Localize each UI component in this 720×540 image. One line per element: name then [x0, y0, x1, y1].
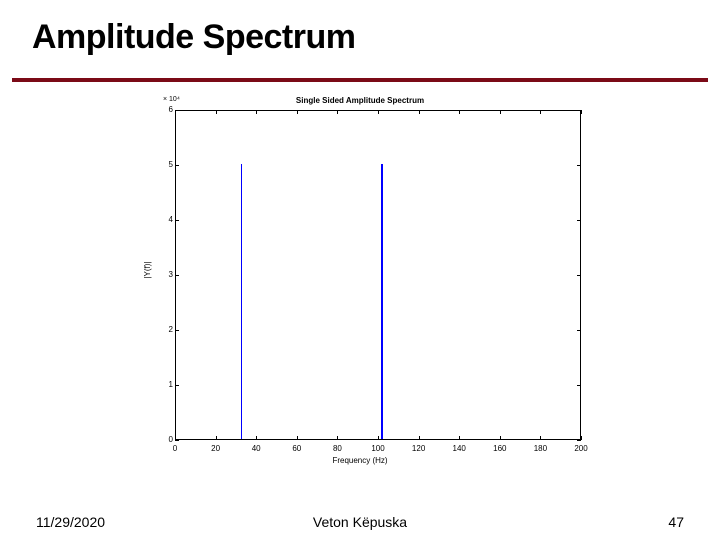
y-tick-label: 2	[159, 325, 173, 334]
x-tick-label: 0	[173, 444, 177, 453]
y-tick-label: 5	[159, 160, 173, 169]
x-tick-label: 200	[574, 444, 587, 453]
spectrum-peak	[381, 164, 383, 439]
x-tick-label: 100	[371, 444, 384, 453]
plot-area	[175, 110, 581, 440]
slide-title: Amplitude Spectrum	[32, 18, 688, 57]
x-tick-label: 140	[453, 444, 466, 453]
spectrum-peak	[241, 164, 243, 439]
y-tick-label: 1	[159, 380, 173, 389]
y-axis-label: |Y(f)|	[143, 261, 152, 278]
footer-author: Veton Këpuska	[313, 514, 407, 530]
y-tick-label: 4	[159, 215, 173, 224]
chart-title: Single Sided Amplitude Spectrum	[123, 96, 597, 105]
footer-page: 47	[668, 514, 684, 530]
x-tick-label: 180	[534, 444, 547, 453]
x-tick-label: 40	[252, 444, 261, 453]
y-tick-label: 6	[159, 105, 173, 114]
footer-date: 11/29/2020	[36, 514, 105, 530]
x-tick-label: 120	[412, 444, 425, 453]
title-area: Amplitude Spectrum	[32, 18, 688, 57]
x-axis-label: Frequency (Hz)	[123, 456, 597, 465]
x-tick-label: 60	[292, 444, 301, 453]
x-tick-label: 160	[493, 444, 506, 453]
slide: Amplitude Spectrum Single Sided Amplitud…	[0, 0, 720, 540]
chart-container: Single Sided Amplitude Spectrum × 10⁴ |Y…	[123, 90, 597, 472]
y-tick-label: 0	[159, 435, 173, 444]
y-tick-label: 3	[159, 270, 173, 279]
x-tick-label: 80	[333, 444, 342, 453]
y-axis-exponent: × 10⁴	[163, 96, 180, 103]
title-underline	[12, 70, 708, 76]
slide-footer: 11/29/2020 Veton Këpuska 47	[36, 514, 684, 530]
x-tick-label: 20	[211, 444, 220, 453]
